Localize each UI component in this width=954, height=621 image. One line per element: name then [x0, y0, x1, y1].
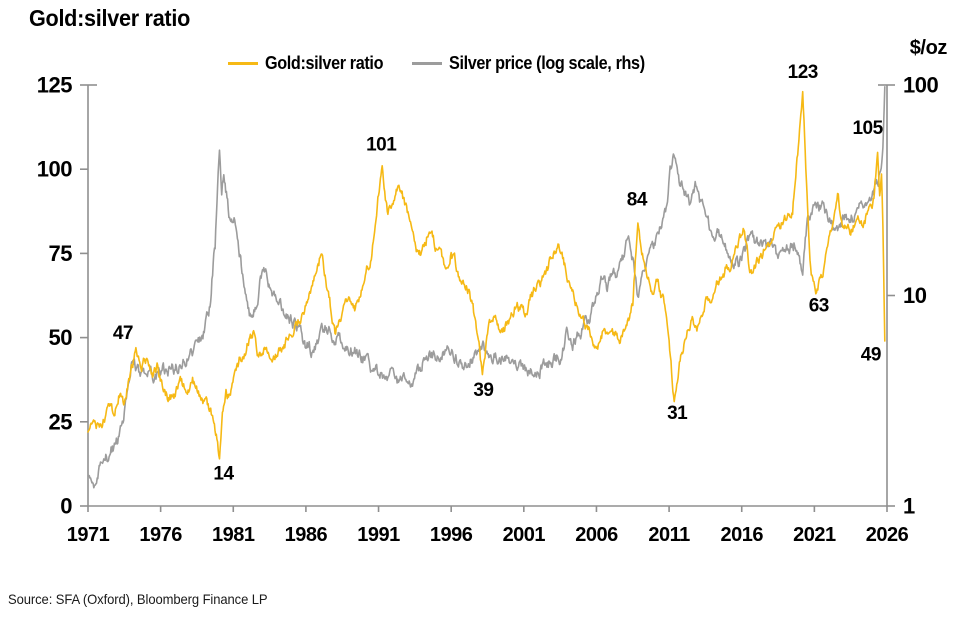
legend-label-gold-silver-ratio: Gold:silver ratio	[265, 52, 384, 73]
x-tick-label: 1991	[357, 524, 400, 546]
left-tick-label: 25	[49, 409, 73, 434]
annotation-label: 49	[861, 344, 881, 365]
annotation-label: 14	[213, 463, 234, 484]
x-tick-label: 2021	[793, 524, 836, 546]
x-tick-label: 1986	[285, 524, 328, 546]
x-tick-label: 1976	[139, 524, 182, 546]
left-tick-label: 125	[37, 73, 72, 98]
source-note: Source: SFA (Oxford), Bloomberg Finance …	[8, 591, 268, 607]
legend-label-silver-price: Silver price (log scale, rhs)	[449, 52, 645, 73]
silver-line-swatch	[412, 61, 442, 65]
x-tick-label: 2006	[575, 524, 618, 546]
chart-canvas: 0 25 50 75 100 125 1971 1976 1981 1986 1991 1996 200…	[37, 62, 939, 546]
annotation-label: 123	[788, 62, 818, 83]
annotation-label: 47	[113, 323, 133, 344]
annotation-label: 84	[627, 190, 648, 211]
chart-title: Gold:silver ratio	[29, 5, 191, 31]
gold-line-swatch	[228, 61, 258, 65]
silver-price-line	[87, 86, 886, 489]
annotation-label: 105	[852, 118, 883, 139]
left-tick-label: 50	[49, 325, 73, 350]
right-tick-label: 100	[903, 73, 938, 98]
left-tick-label: 100	[37, 157, 72, 182]
x-tick-label: 2001	[503, 524, 546, 546]
right-tick-label: 1	[903, 494, 915, 519]
annotation-label: 63	[809, 295, 829, 316]
right-axis-unit-label: $/oz	[909, 37, 948, 59]
left-tick-label: 75	[49, 241, 73, 266]
gold-silver-ratio-line	[87, 90, 886, 460]
annotation-label: 101	[366, 134, 397, 155]
right-tick-label: 10	[903, 283, 927, 308]
x-tick-label: 2011	[648, 524, 690, 546]
x-tick-label: 2026	[866, 524, 909, 546]
legend: Gold:silver ratio Silver price (log scal…	[88, 52, 887, 74]
annotation-label: 31	[667, 403, 688, 424]
legend-item-silver-price: Silver price (log scale, rhs)	[412, 52, 667, 74]
annotation-label: 39	[473, 380, 493, 401]
x-tick-label: 1981	[212, 524, 255, 546]
legend-item-gold-silver-ratio: Gold:silver ratio	[228, 52, 396, 74]
x-tick-label: 1996	[430, 524, 473, 546]
left-tick-label: 0	[60, 494, 72, 519]
x-tick-label: 1971	[67, 524, 110, 546]
x-tick-label: 2016	[720, 524, 763, 546]
